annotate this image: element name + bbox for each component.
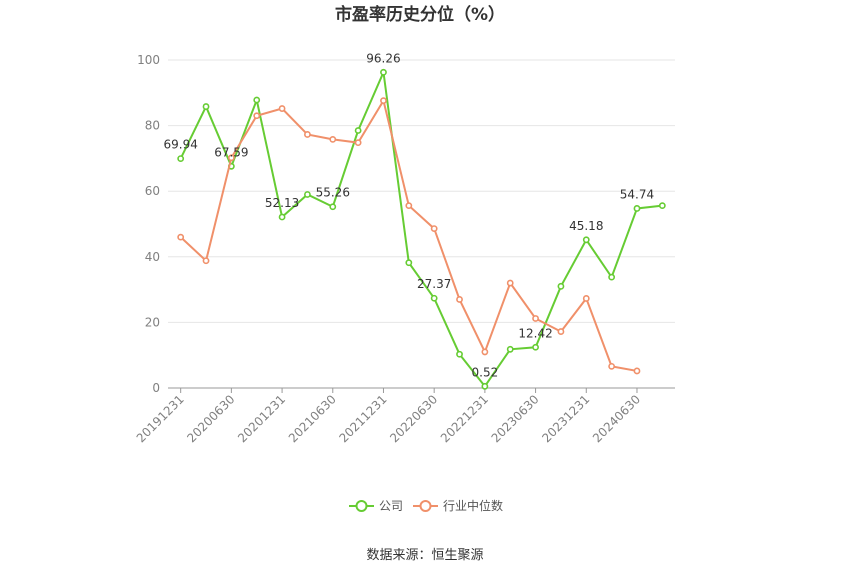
y-tick-label: 40 xyxy=(145,250,160,264)
data-point[interactable] xyxy=(227,154,235,162)
data-point[interactable] xyxy=(481,382,489,390)
y-axis-ticks: 0 20 40 60 80 100 xyxy=(137,53,160,395)
x-axis-ticks: 2019123120200630202012312021063020211231… xyxy=(134,388,643,445)
legend-marker-industry xyxy=(419,500,432,512)
data-point[interactable] xyxy=(582,295,590,302)
data-point[interactable] xyxy=(557,282,565,290)
chart-title: 市盈率历史分位（%） xyxy=(335,4,505,25)
data-point[interactable] xyxy=(608,362,616,370)
data-point[interactable] xyxy=(405,202,413,210)
data-label: 54.74 xyxy=(620,187,654,201)
y-tick-label: 20 xyxy=(145,315,160,329)
legend-item-company[interactable]: 公司 xyxy=(349,499,403,513)
data-point[interactable] xyxy=(304,191,311,198)
series-line xyxy=(179,68,663,388)
legend-item-industry[interactable]: 行业中位数 xyxy=(413,498,503,513)
y-tick-label: 100 xyxy=(137,53,160,67)
data-point[interactable] xyxy=(456,350,463,358)
data-label: 69.94 xyxy=(163,138,197,152)
data-label: 27.37 xyxy=(417,277,451,291)
y-tick-label: 80 xyxy=(145,119,160,133)
source-text: 数据来源：恒生聚源 xyxy=(366,548,483,563)
series-layer xyxy=(177,68,666,390)
data-label: 52.13 xyxy=(265,196,299,210)
data-point[interactable] xyxy=(582,236,590,244)
data-label: 0.52 xyxy=(472,365,499,379)
data-point[interactable] xyxy=(557,328,565,335)
data-point[interactable] xyxy=(658,202,666,210)
data-point[interactable] xyxy=(177,233,185,241)
data-point[interactable] xyxy=(506,279,514,287)
data-point[interactable] xyxy=(633,205,641,212)
data-point[interactable] xyxy=(329,135,337,143)
x-tick-label: 20231231 xyxy=(539,392,592,445)
x-tick-label: 20191231 xyxy=(134,392,187,445)
legend-label-industry: 行业中位数 xyxy=(443,498,503,513)
series-industry-median xyxy=(177,97,641,375)
data-point[interactable] xyxy=(253,112,261,120)
y-tick-label: 0 xyxy=(152,381,160,395)
x-tick-label: 20220630 xyxy=(387,392,440,445)
data-point[interactable] xyxy=(405,259,413,267)
series-line xyxy=(179,98,638,372)
legend-marker-company xyxy=(355,500,368,512)
data-point[interactable] xyxy=(430,225,438,232)
data-point[interactable] xyxy=(329,203,337,211)
legend[interactable]: 公司 行业中位数 xyxy=(349,498,503,513)
y-tick-label: 60 xyxy=(145,184,160,198)
data-point[interactable] xyxy=(430,294,438,302)
data-point[interactable] xyxy=(202,257,210,265)
series-company xyxy=(177,68,666,390)
x-tick-label: 20201231 xyxy=(235,392,288,445)
x-tick-label: 20230630 xyxy=(489,392,542,445)
data-labels: 69.94 67.59 52.13 55.26 96.26 27.37 0.52 12.42 4… xyxy=(163,51,654,379)
data-label: 45.18 xyxy=(569,219,603,233)
x-tick-label: 20210630 xyxy=(286,392,339,445)
data-point[interactable] xyxy=(278,213,286,221)
x-tick-label: 20211231 xyxy=(337,392,390,445)
data-point[interactable] xyxy=(278,105,286,112)
data-point[interactable] xyxy=(633,367,641,375)
grid-lines xyxy=(168,59,675,323)
data-label: 12.42 xyxy=(518,326,552,340)
data-label: 55.26 xyxy=(316,186,350,200)
data-point[interactable] xyxy=(532,343,539,351)
data-label: 96.26 xyxy=(366,51,400,65)
data-point[interactable] xyxy=(456,296,463,303)
data-label: 67.59 xyxy=(214,145,248,159)
data-point[interactable] xyxy=(304,131,311,138)
legend-label-company: 公司 xyxy=(379,499,403,513)
data-point[interactable] xyxy=(202,103,210,110)
data-point[interactable] xyxy=(532,315,539,322)
data-point[interactable] xyxy=(380,97,387,105)
data-point[interactable] xyxy=(380,68,387,76)
x-tick-label: 20200630 xyxy=(184,392,237,445)
data-point[interactable] xyxy=(481,348,489,356)
data-point[interactable] xyxy=(253,96,261,104)
x-tick-label: 20240630 xyxy=(590,392,643,445)
x-tick-label: 20221231 xyxy=(438,392,491,445)
data-point[interactable] xyxy=(354,127,362,134)
data-point[interactable] xyxy=(506,345,514,353)
data-point[interactable] xyxy=(608,273,616,281)
data-point[interactable] xyxy=(177,155,185,162)
data-point[interactable] xyxy=(354,139,362,147)
